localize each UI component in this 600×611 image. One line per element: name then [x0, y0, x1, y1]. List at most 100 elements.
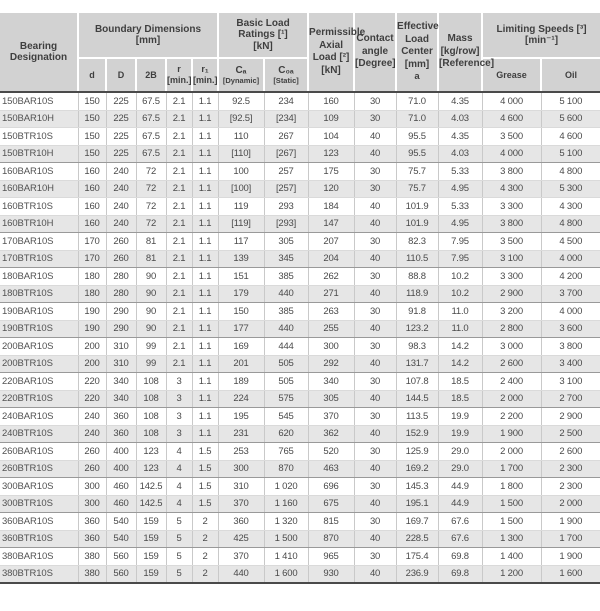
header-basic-load-ratings: Basic Load Ratings [¹] [kN]	[217, 11, 310, 59]
value-cell: 2	[192, 547, 219, 566]
value-cell: 231	[218, 425, 265, 443]
value-cell: 5 100	[541, 145, 600, 163]
value-cell: [267]	[264, 145, 309, 163]
value-cell: 290	[106, 320, 137, 338]
value-cell: 400	[106, 460, 137, 478]
value-cell: 2	[192, 530, 219, 548]
value-cell: 1 900	[482, 425, 542, 443]
value-cell: 4 000	[482, 145, 542, 163]
header-boundary-dimensions: Boundary Dimensions [mm]	[76, 11, 220, 59]
bearing-designation-cell: 150BTR10H	[0, 145, 79, 163]
value-cell: 120	[308, 180, 355, 198]
value-cell: 1.1	[192, 320, 219, 338]
value-cell: 204	[308, 250, 355, 268]
table-row: 380BAR10S 380 560 159 5 2 370 1 410 965 30 175.4 69…	[0, 547, 600, 566]
value-cell: 71.0	[396, 92, 439, 111]
value-cell: 40	[354, 285, 397, 303]
value-cell: 340	[106, 372, 137, 391]
table-row: 300BTR10S 300 460 142.5 4 1.5 370 1 160 675 40 195…	[0, 495, 600, 513]
value-cell: 870	[264, 460, 309, 478]
value-cell: 2 600	[541, 442, 600, 461]
value-cell: 144.5	[396, 390, 439, 408]
c0a-symbol: C₀ₐ	[278, 65, 294, 76]
bearing-designation-cell: 380BTR10S	[0, 565, 79, 584]
value-cell: 40	[354, 215, 397, 233]
value-cell: 175.4	[396, 547, 439, 566]
value-cell: 5	[166, 530, 193, 548]
subheader-r-min: r [min.]	[165, 57, 193, 93]
table-row: 160BAR10S 160 240 72 2.1 1.1 100 257 175 30 75.7 5.…	[0, 162, 600, 181]
value-cell: 110.5	[396, 250, 439, 268]
value-cell: 1.1	[192, 337, 219, 356]
value-cell: 160	[78, 215, 107, 233]
value-cell: 201	[218, 355, 265, 373]
value-cell: 1 600	[264, 565, 309, 584]
value-cell: 575	[264, 390, 309, 408]
ca-symbol: Cₐ	[235, 65, 247, 76]
value-cell: 224	[218, 390, 265, 408]
value-cell: 4.03	[438, 145, 483, 163]
value-cell: 90	[136, 267, 167, 286]
bearing-designation-cell: 160BTR10H	[0, 215, 79, 233]
value-cell: 3 100	[541, 372, 600, 391]
header-bearing-designation: Bearing Designation	[0, 11, 79, 93]
value-cell: 2.1	[166, 145, 193, 163]
value-cell: 160	[78, 162, 107, 181]
value-cell: 2 500	[541, 425, 600, 443]
value-cell: 385	[264, 267, 309, 286]
value-cell: 2 400	[482, 372, 542, 391]
value-cell: 460	[106, 495, 137, 513]
value-cell: 11.0	[438, 302, 483, 321]
value-cell: 1.5	[192, 495, 219, 513]
value-cell: 3 300	[482, 197, 542, 216]
value-cell: 4.35	[438, 127, 483, 146]
value-cell: 1.1	[192, 250, 219, 268]
value-cell: 2.1	[166, 267, 193, 286]
value-cell: 340	[308, 372, 355, 391]
bearing-designation-cell: 190BTR10S	[0, 320, 79, 338]
value-cell: 72	[136, 162, 167, 181]
value-cell: 2 300	[541, 460, 600, 478]
value-cell: 30	[354, 442, 397, 461]
value-cell: 965	[308, 547, 355, 566]
subheader-r1-min: r₁ [min.]	[190, 57, 220, 93]
catalog-page: Bearing Designation Boundary Dimensions …	[0, 11, 600, 611]
bearing-designation-cell: 300BAR10S	[0, 477, 79, 496]
table-row: 190BAR10S 190 290 90 2.1 1.1 150 385 263 30 91.8 11…	[0, 302, 600, 321]
value-cell: 44.9	[438, 477, 483, 496]
table-row: 190BTR10S 190 290 90 2.1 1.1 177 440 255 40 123.2 1…	[0, 320, 600, 338]
value-cell: 40	[354, 250, 397, 268]
value-cell: 71.0	[396, 110, 439, 128]
value-cell: 1 900	[541, 512, 600, 531]
bearing-designation-cell: 170BAR10S	[0, 232, 79, 251]
value-cell: 1.1	[192, 215, 219, 233]
value-cell: 225	[106, 110, 137, 128]
value-cell: [234]	[264, 110, 309, 128]
value-cell: 169	[218, 337, 265, 356]
value-cell: 88.8	[396, 267, 439, 286]
value-cell: 179	[218, 285, 265, 303]
value-cell: 175	[308, 162, 355, 181]
value-cell: 267	[264, 127, 309, 146]
value-cell: 815	[308, 512, 355, 531]
value-cell: 2 000	[541, 495, 600, 513]
value-cell: 99	[136, 337, 167, 356]
table-row: 170BTR10S 170 260 81 2.1 1.1 139 345 204 40 110.5 7…	[0, 250, 600, 268]
bearing-designation-cell: 220BAR10S	[0, 372, 79, 391]
value-cell: [92.5]	[218, 110, 265, 128]
value-cell: 4.95	[438, 180, 483, 198]
value-cell: 101.9	[396, 215, 439, 233]
value-cell: 1 600	[541, 565, 600, 584]
value-cell: 4.35	[438, 92, 483, 111]
value-cell: 257	[264, 162, 309, 181]
value-cell: 4 000	[541, 302, 600, 321]
value-cell: 95.5	[396, 127, 439, 146]
table-row: 150BAR10H 150 225 67.5 2.1 1.1 [92.5] [234] 109 3…	[0, 110, 600, 128]
table-row: 150BAR10S 150 225 67.5 2.1 1.1 92.5 234 160 30 71.…	[0, 92, 600, 111]
value-cell: 1.1	[192, 232, 219, 251]
table-row: 360BTR10S 360 540 159 5 2 425 1 500 870 40 228.5 67…	[0, 530, 600, 548]
value-cell: 4.03	[438, 110, 483, 128]
value-cell: 425	[218, 530, 265, 548]
bearing-designation-cell: 240BTR10S	[0, 425, 79, 443]
table-row: 160BAR10H 160 240 72 2.1 1.1 [100] [257] 120 30 75…	[0, 180, 600, 198]
